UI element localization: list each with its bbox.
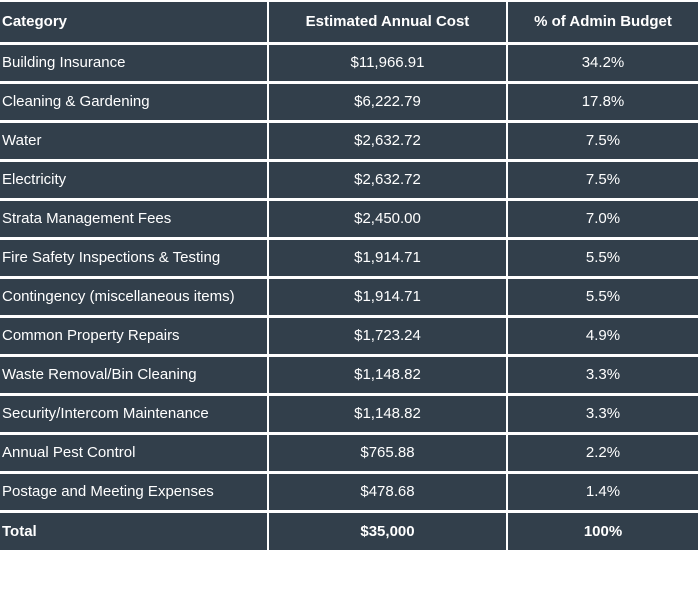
percent-cell: 17.8% (506, 80, 699, 122)
header-percent-admin-budget: % of Admin Budget (506, 0, 699, 44)
table-row: Waste Removal/Bin Cleaning $1,148.82 3.3… (0, 353, 699, 395)
percent-cell: 7.5% (506, 119, 699, 161)
total-percent: 100% (506, 509, 699, 550)
table-row: Security/Intercom Maintenance $1,148.82 … (0, 392, 699, 434)
category-cell: Cleaning & Gardening (0, 80, 269, 122)
cost-cell: $2,632.72 (267, 158, 508, 200)
cost-cell: $1,723.24 (267, 314, 508, 356)
cost-cell: $765.88 (267, 431, 508, 473)
percent-cell: 3.3% (506, 353, 699, 395)
cost-cell: $1,148.82 (267, 353, 508, 395)
category-cell: Strata Management Fees (0, 197, 269, 239)
cost-cell: $1,914.71 (267, 275, 508, 317)
percent-cell: 2.2% (506, 431, 699, 473)
header-estimated-annual-cost: Estimated Annual Cost (267, 0, 508, 44)
category-cell: Contingency (miscellaneous items) (0, 275, 269, 317)
table-row: Water $2,632.72 7.5% (0, 119, 699, 161)
percent-cell: 5.5% (506, 236, 699, 278)
category-cell: Common Property Repairs (0, 314, 269, 356)
category-cell: Fire Safety Inspections & Testing (0, 236, 269, 278)
cost-cell: $1,148.82 (267, 392, 508, 434)
percent-cell: 7.5% (506, 158, 699, 200)
cost-cell: $2,632.72 (267, 119, 508, 161)
cost-cell: $478.68 (267, 470, 508, 512)
table-row: Postage and Meeting Expenses $478.68 1.4… (0, 470, 699, 512)
category-cell: Building Insurance (0, 41, 269, 83)
total-label: Total (0, 509, 269, 550)
cost-cell: $1,914.71 (267, 236, 508, 278)
cost-cell: $11,966.91 (267, 41, 508, 83)
percent-cell: 34.2% (506, 41, 699, 83)
header-row: Category Estimated Annual Cost % of Admi… (0, 0, 699, 44)
category-cell: Electricity (0, 158, 269, 200)
cost-cell: $2,450.00 (267, 197, 508, 239)
category-cell: Water (0, 119, 269, 161)
table-row: Common Property Repairs $1,723.24 4.9% (0, 314, 699, 356)
total-row: Total $35,000 100% (0, 509, 699, 550)
percent-cell: 4.9% (506, 314, 699, 356)
percent-cell: 7.0% (506, 197, 699, 239)
table-row: Contingency (miscellaneous items) $1,914… (0, 275, 699, 317)
table-row: Building Insurance $11,966.91 34.2% (0, 41, 699, 83)
percent-cell: 5.5% (506, 275, 699, 317)
percent-cell: 3.3% (506, 392, 699, 434)
category-cell: Postage and Meeting Expenses (0, 470, 269, 512)
table-row: Fire Safety Inspections & Testing $1,914… (0, 236, 699, 278)
percent-cell: 1.4% (506, 470, 699, 512)
header-category: Category (0, 0, 269, 44)
total-cost: $35,000 (267, 509, 508, 550)
category-cell: Annual Pest Control (0, 431, 269, 473)
table-row: Strata Management Fees $2,450.00 7.0% (0, 197, 699, 239)
table-row: Cleaning & Gardening $6,222.79 17.8% (0, 80, 699, 122)
admin-budget-table: Category Estimated Annual Cost % of Admi… (0, 0, 699, 550)
category-cell: Waste Removal/Bin Cleaning (0, 353, 269, 395)
cost-cell: $6,222.79 (267, 80, 508, 122)
table-row: Electricity $2,632.72 7.5% (0, 158, 699, 200)
table-row: Annual Pest Control $765.88 2.2% (0, 431, 699, 473)
category-cell: Security/Intercom Maintenance (0, 392, 269, 434)
